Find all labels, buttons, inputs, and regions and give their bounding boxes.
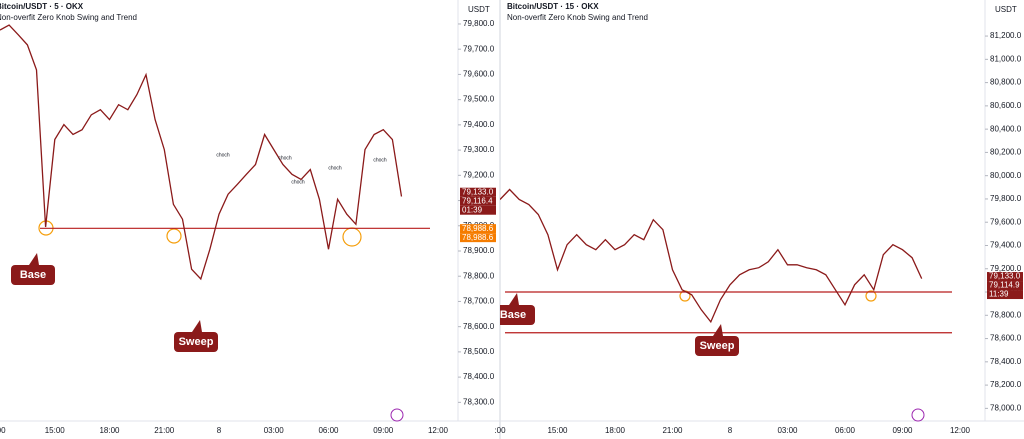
y-tick-label: 79,400.0 — [990, 241, 1022, 250]
chart-title: Bitcoin/USDT · 15 · OKX — [507, 2, 599, 11]
y-tick-label: 80,000.0 — [990, 171, 1022, 180]
callout-box — [11, 265, 55, 285]
plot: Bitcoin/USDT · 5 · OKX Non-overfit Zero K… — [0, 2, 430, 352]
y-tick-label: 80,800.0 — [990, 78, 1022, 87]
choch-label: choch — [278, 155, 292, 161]
x-tick-label: :00 — [494, 426, 506, 435]
price-tag — [460, 196, 496, 206]
callout-pointer — [713, 324, 723, 336]
callout-text: Sweep — [179, 336, 214, 348]
callout-box — [500, 305, 535, 325]
y-tick-label: 79,800.0 — [990, 194, 1022, 203]
y-tick-label: 79,800.0 — [463, 19, 495, 28]
choch-label: choch — [373, 157, 387, 163]
callout-pointer — [29, 253, 39, 265]
price-tag-label: 78,988.6 — [462, 224, 494, 233]
x-tick-label: 21:00 — [662, 426, 683, 435]
price-tag — [460, 233, 496, 243]
countdown: 11:39 — [989, 290, 1009, 299]
y-tick-label: 78,400.0 — [463, 372, 495, 381]
y-tick-label: 78,600.0 — [463, 322, 495, 331]
y-tick-label: 78,500.0 — [463, 347, 495, 356]
x-tick-label: 8 — [217, 426, 222, 435]
y-tick-label: 78,000.0 — [990, 403, 1022, 412]
price-tag-label: 79,133.0 — [989, 272, 1021, 281]
x-tick-label: 06:00 — [835, 426, 856, 435]
chart-subtitle: Non-overfit Zero Knob Swing and Trend — [507, 13, 648, 22]
alert-icon[interactable] — [911, 408, 925, 422]
marker-circle — [865, 290, 877, 302]
y-tick-label: 78,200.0 — [990, 380, 1022, 389]
price-tag-label: 79,133.0 — [462, 187, 494, 196]
x-tick-label: 8 — [728, 426, 733, 435]
callout-text: Base — [500, 309, 526, 321]
callout-text: Sweep — [700, 340, 735, 352]
x-tick-label: 12:00 — [950, 426, 971, 435]
x-tick-label: 03:00 — [264, 426, 285, 435]
choch-label: choch — [216, 152, 230, 158]
y-tick-label: 78,600.0 — [990, 334, 1022, 343]
y-tick-label: 79,200.0 — [990, 264, 1022, 273]
choch-label: choch — [291, 179, 305, 185]
x-tick-label: 09:00 — [373, 426, 394, 435]
x-tick-label: 09:00 — [892, 426, 913, 435]
callout-box — [174, 332, 218, 352]
price-line — [0, 24, 403, 281]
price-tag-label: 78,988.6 — [462, 233, 494, 242]
price-tag — [460, 224, 496, 234]
y-tick-label: 79,600.0 — [463, 70, 495, 79]
price-tag — [460, 187, 496, 197]
y-tick-label: 78,300.0 — [463, 397, 495, 406]
callout-pointer — [509, 293, 519, 305]
y-tick-label: 79,600.0 — [990, 217, 1022, 226]
chart-subtitle: Non-overfit Zero Knob Swing and Trend — [0, 13, 137, 22]
marker-circle — [166, 228, 182, 244]
countdown-bg — [987, 290, 1023, 300]
y-tick-label: 80,400.0 — [990, 124, 1022, 133]
x-tick-label: 15:00 — [45, 426, 66, 435]
callout-box — [695, 336, 739, 356]
y-tick-label: 79,400.0 — [463, 120, 495, 129]
x-tick-label: 18:00 — [605, 426, 626, 435]
price-tag — [987, 281, 1023, 291]
y-tick-label: 78,900.0 — [463, 246, 495, 255]
x-tick-label: 15:00 — [547, 426, 568, 435]
y-tick-label: 79,700.0 — [463, 44, 495, 53]
y-tick-label: 81,000.0 — [990, 54, 1022, 63]
y-tick-label: 78,400.0 — [990, 357, 1022, 366]
price-line — [500, 188, 923, 324]
y-tick-label: 79,200.0 — [463, 170, 495, 179]
x-tick-label: 03:00 — [777, 426, 798, 435]
callout-text: Base — [20, 269, 46, 281]
axis-label: USDT — [468, 5, 490, 14]
price-tag-label: 79,114.9 — [989, 281, 1020, 290]
y-tick-label: 79,500.0 — [463, 95, 495, 104]
x-tick-label: :00 — [0, 426, 6, 435]
chart-title: Bitcoin/USDT · 5 · OKX — [0, 2, 84, 11]
y-tick-label: 78,700.0 — [463, 297, 495, 306]
y-tick-label: 80,200.0 — [990, 148, 1022, 157]
countdown: 01:39 — [462, 205, 483, 214]
plot: Bitcoin/USDT · 15 · OKX Non-overfit Zero … — [500, 2, 952, 356]
y-tick-label: 81,200.0 — [990, 31, 1022, 40]
y-tick-label: 78,800.0 — [463, 271, 495, 280]
price-tag — [987, 272, 1023, 282]
y-tick-label: 78,800.0 — [990, 310, 1022, 319]
choch-label: choch — [328, 165, 342, 171]
axis-label: USDT — [995, 5, 1017, 14]
callout-pointer — [192, 320, 202, 332]
y-tick-label: 79,300.0 — [463, 145, 495, 154]
alert-icon[interactable] — [390, 408, 404, 422]
y-tick-label: 80,600.0 — [990, 101, 1022, 110]
x-tick-label: 18:00 — [99, 426, 120, 435]
price-tag-label: 79,116.4 — [462, 196, 493, 205]
x-tick-label: 21:00 — [154, 426, 175, 435]
countdown-bg — [460, 205, 496, 215]
x-tick-label: 12:00 — [428, 426, 449, 435]
x-tick-label: 06:00 — [318, 426, 339, 435]
